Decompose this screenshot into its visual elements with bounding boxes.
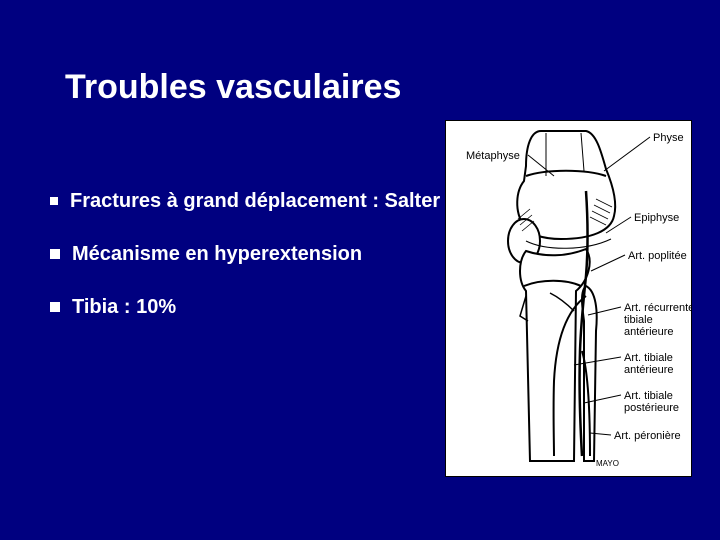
- bullet-marker-icon: [50, 197, 58, 205]
- slide-title: Troubles vasculaires: [65, 68, 401, 107]
- figure-label: Art. tibiale: [624, 390, 673, 402]
- anatomy-figure: MAYO Physe Métaphyse Epiphyse Art. poplitée…: [445, 120, 692, 477]
- bullet-text: Tibia : 10%: [72, 296, 176, 319]
- bullet-list: Fractures à grand déplacement : Salter I…: [50, 190, 451, 349]
- figure-label: postérieure: [624, 402, 679, 414]
- bullet-item: Fractures à grand déplacement : Salter I: [50, 190, 451, 213]
- bullet-marker-icon: [50, 249, 60, 259]
- bullet-marker-icon: [50, 302, 60, 312]
- bullet-text: Fractures à grand déplacement : Salter I: [70, 190, 451, 213]
- figure-label: Art. tibiale: [624, 352, 673, 364]
- figure-label: Art. péronière: [614, 430, 681, 442]
- anatomy-svg: MAYO Physe Métaphyse Epiphyse Art. poplitée…: [446, 121, 691, 476]
- figure-label: tibiale: [624, 314, 653, 326]
- figure-label: antérieure: [624, 326, 674, 338]
- bullet-item: Tibia : 10%: [50, 296, 451, 319]
- figure-label: Physe: [653, 132, 684, 144]
- bullet-text: Mécanisme en hyperextension: [72, 243, 362, 266]
- figure-label: Métaphyse: [466, 150, 520, 162]
- figure-label: antérieure: [624, 364, 674, 376]
- bullet-item: Mécanisme en hyperextension: [50, 243, 451, 266]
- svg-text:MAYO: MAYO: [596, 459, 619, 468]
- figure-label: Art. récurrente: [624, 302, 691, 314]
- figure-label: Epiphyse: [634, 212, 679, 224]
- figure-label: Art. poplitée: [628, 250, 687, 262]
